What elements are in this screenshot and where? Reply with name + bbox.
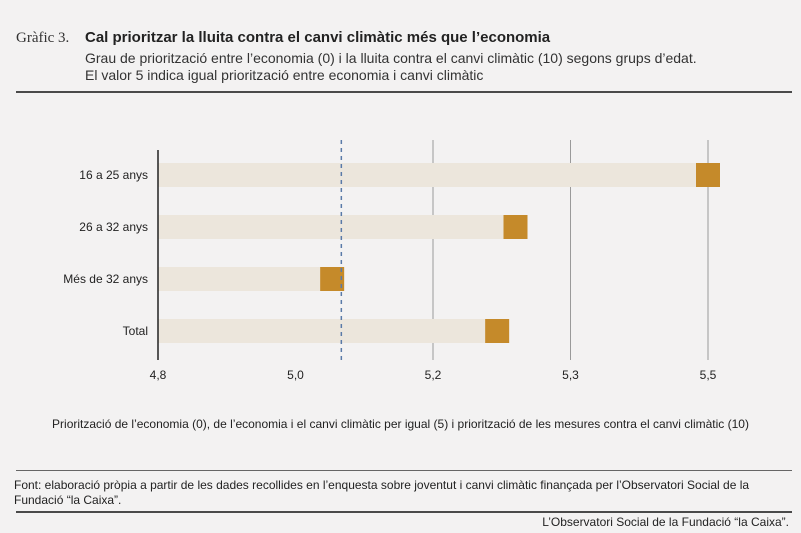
value-marker [485,319,510,343]
category-label: Més de 32 anys [63,272,148,286]
category-label: 16 a 25 anys [79,168,148,182]
x-tick-label: 4,8 [150,368,167,382]
x-tick-label: 5,3 [562,368,579,382]
source-divider [16,470,792,471]
header-divider [16,91,792,93]
bar-chart: 16 a 25 anys 26 a 32 anys Més de 32 anys To… [63,140,720,382]
chart-subtitle: Grau de priorització entre l’economia (0… [85,50,785,84]
category-label: 26 a 32 anys [79,220,148,234]
chart-header: Gràfic 3. Cal prioritzar la lluita contr… [0,0,801,100]
x-axis-label: Priorització de l’economia (0), de l’eco… [52,417,749,431]
bar [158,267,333,291]
value-marker [320,267,345,291]
bar [158,163,708,187]
subtitle-line-2: El valor 5 indica igual priorització ent… [85,67,484,83]
chart-title: Cal prioritzar la lluita contra el canvi… [85,29,551,46]
source-note: Font: elaboració pròpia a partir de les … [14,478,750,507]
x-tick-label: 5,0 [287,368,304,382]
figure-label: Gràfic 3. [16,30,70,46]
x-tick-label: 5,2 [425,368,442,382]
bar [158,319,498,343]
footer-credit: L’Observatori Social de la Fundació “la … [542,515,789,529]
subtitle-line-1: Grau de priorització entre l’economia (0… [85,50,697,66]
footer-divider [16,511,792,513]
value-marker [503,215,528,239]
value-marker [696,163,720,187]
bar [158,215,516,239]
category-label: Total [123,324,148,338]
x-tick-label: 5,5 [700,368,717,382]
